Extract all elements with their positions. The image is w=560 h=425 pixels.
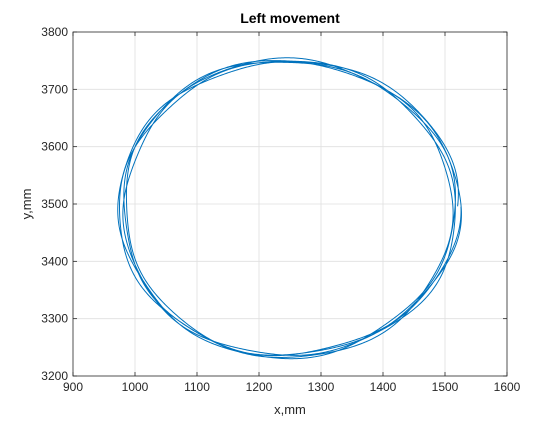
y-tick-label: 3600	[41, 140, 68, 154]
y-tick-label: 3500	[41, 197, 68, 211]
x-tick-label: 900	[63, 380, 83, 394]
x-tick-labels: 900 1000 1100 1200 1300 1400 1500 1600	[63, 380, 521, 394]
x-tick-label: 1200	[246, 380, 273, 394]
x-axis-label: x,mm	[274, 402, 306, 417]
x-tick-label: 1500	[432, 380, 459, 394]
chart-title: Left movement	[240, 10, 340, 26]
series-line-0	[117, 57, 462, 360]
x-tick-label: 1600	[494, 380, 521, 394]
y-tick-label: 3800	[41, 25, 68, 39]
x-tick-label: 1300	[308, 380, 335, 394]
y-tick-labels: 3200 3300 3400 3500 3600 3700 3800	[41, 25, 68, 383]
y-axis-label: y,mm	[19, 189, 34, 220]
y-tick-label: 3200	[41, 369, 68, 383]
grid	[73, 32, 507, 376]
y-tick-label: 3700	[41, 82, 68, 96]
y-tick-label: 3300	[41, 312, 68, 326]
x-tick-label: 1100	[184, 380, 210, 394]
series-group	[117, 57, 462, 360]
x-tick-label: 1000	[122, 380, 149, 394]
ticks	[72, 31, 508, 377]
x-tick-label: 1400	[370, 380, 397, 394]
y-tick-label: 3400	[41, 254, 68, 268]
